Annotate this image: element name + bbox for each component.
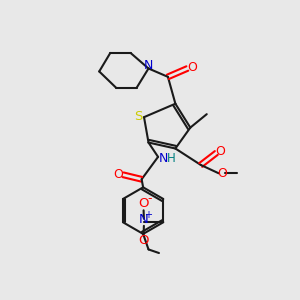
Text: O: O [138, 234, 149, 247]
Text: O: O [187, 61, 197, 74]
Text: +: + [144, 210, 152, 220]
Text: H: H [167, 152, 176, 165]
Text: N: N [139, 213, 148, 226]
Text: O: O [217, 167, 227, 180]
Text: O: O [114, 168, 124, 181]
Text: N: N [143, 59, 153, 72]
Text: O: O [215, 145, 225, 158]
Text: O: O [138, 197, 149, 210]
Text: -: - [147, 192, 152, 205]
Text: S: S [134, 110, 143, 123]
Text: N: N [159, 152, 168, 165]
